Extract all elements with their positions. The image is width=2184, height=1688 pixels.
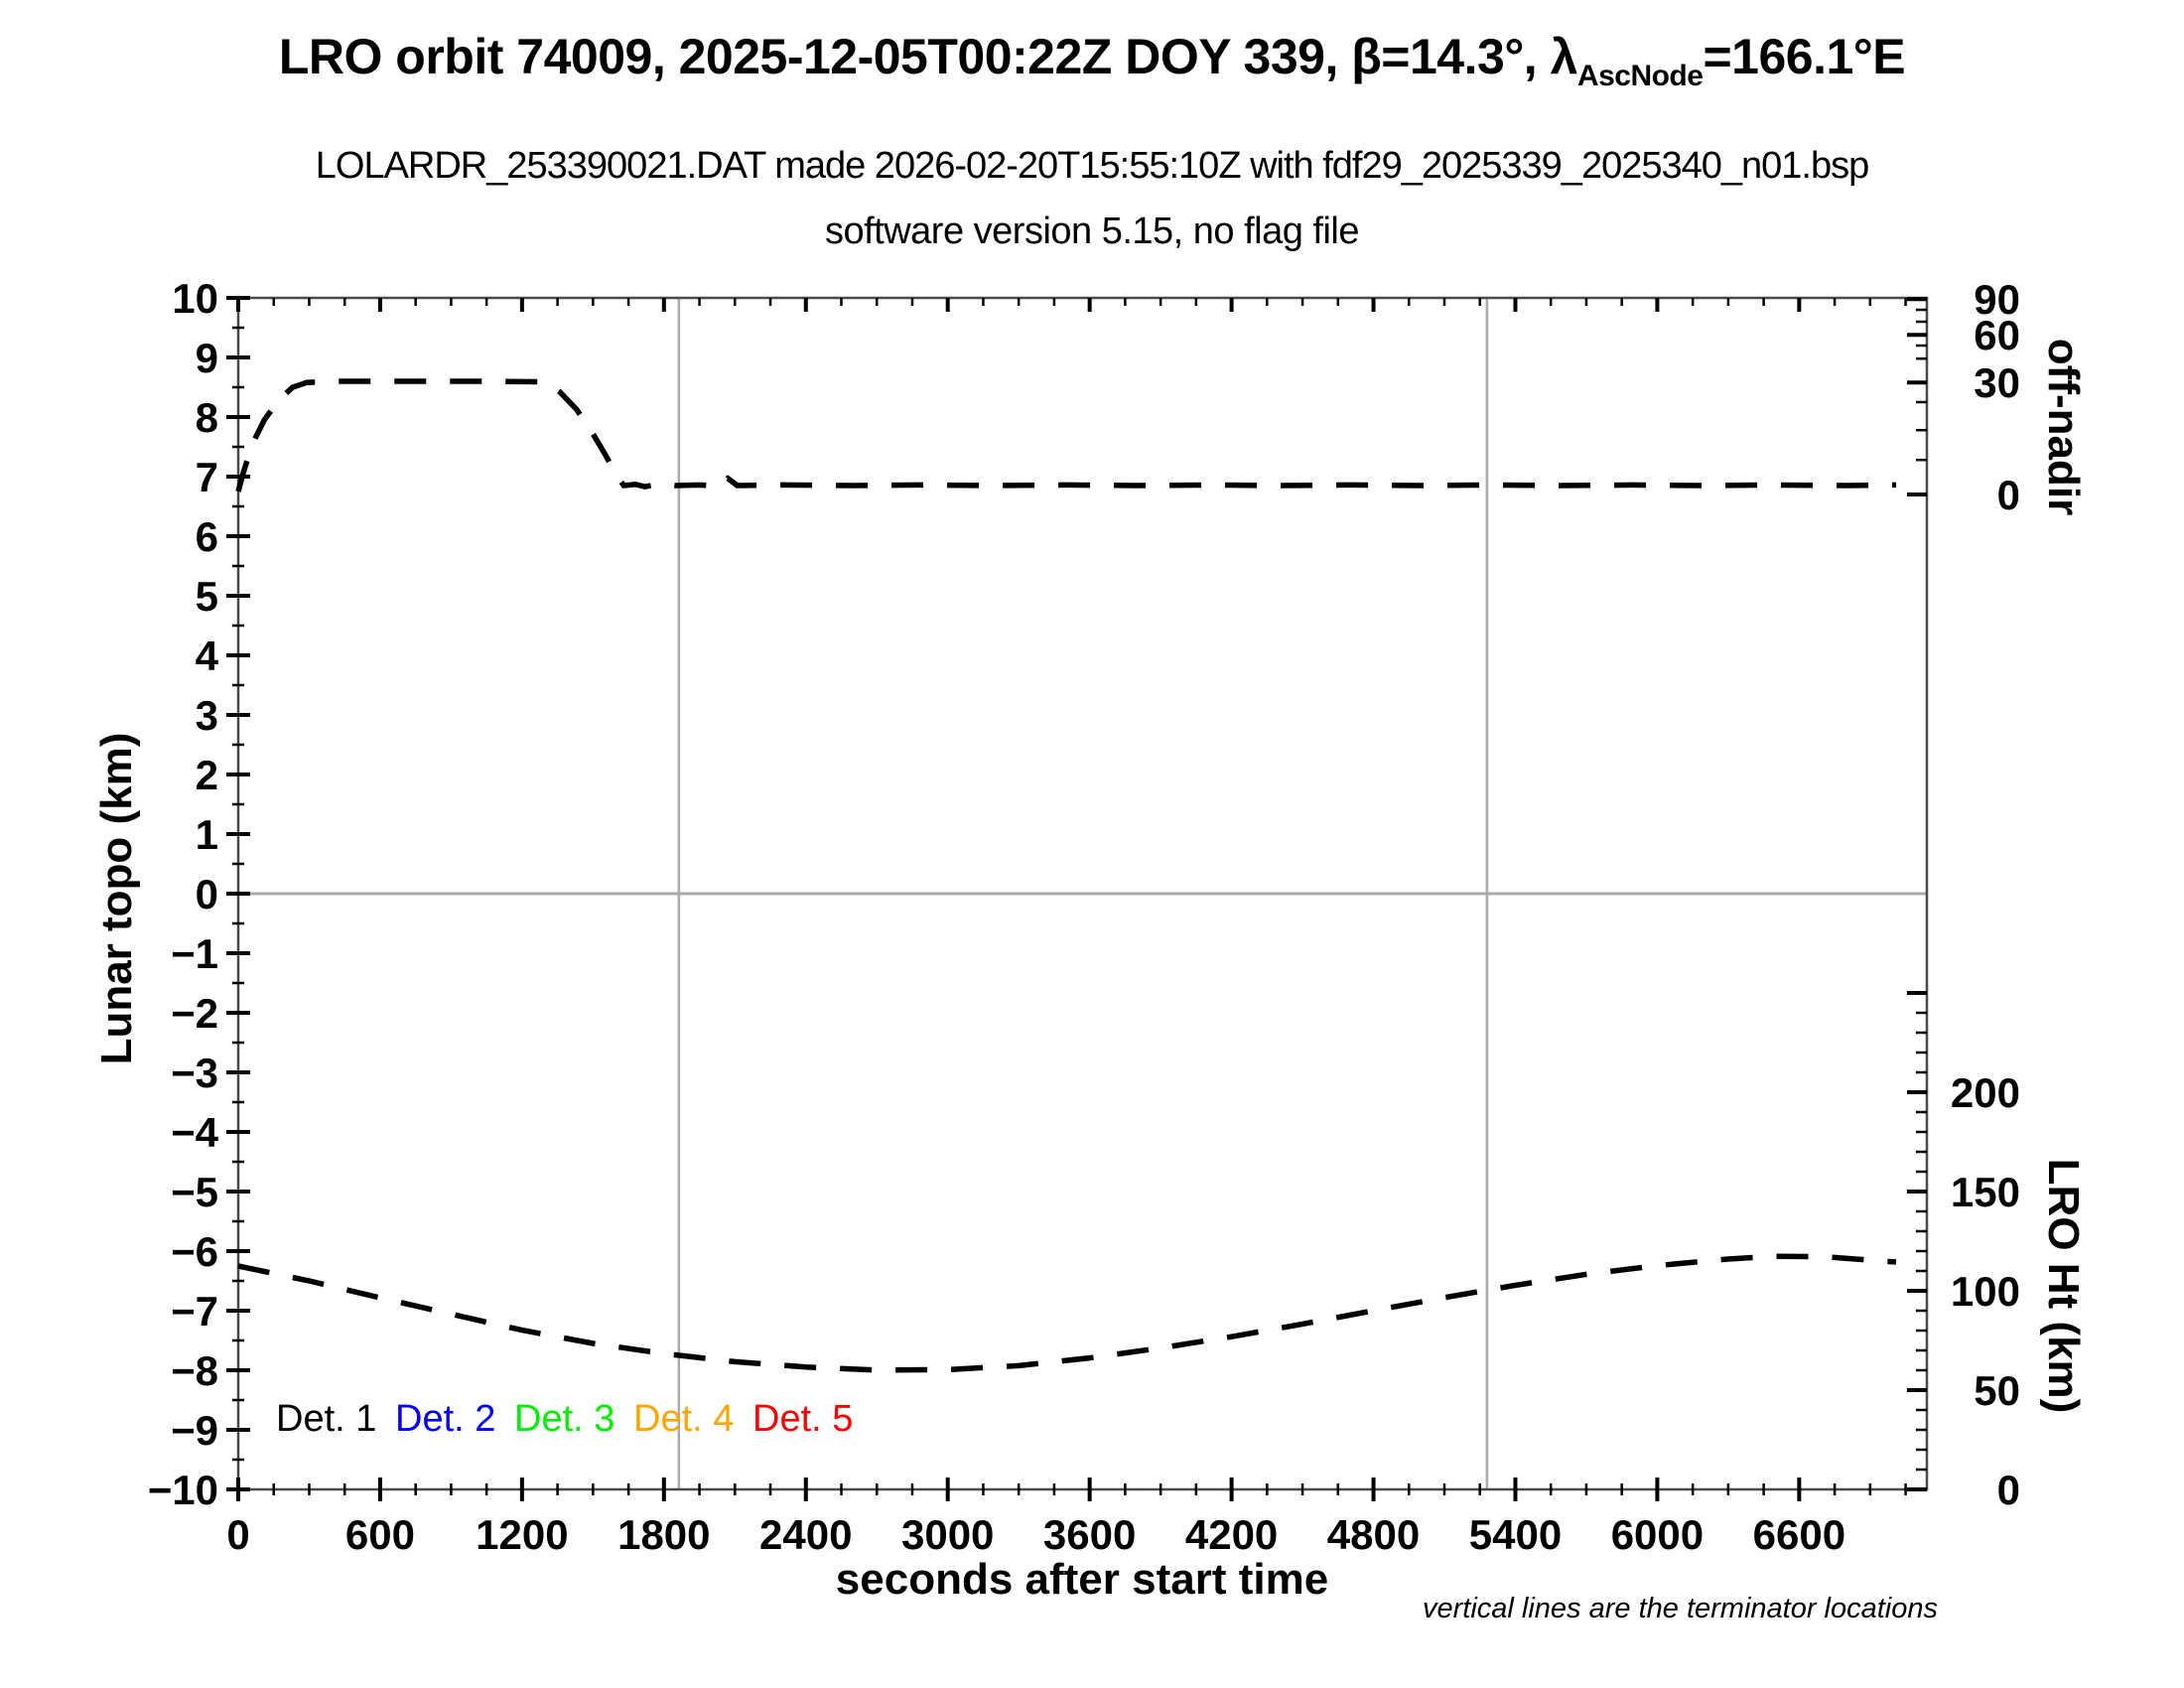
y-left-tick-label: 0: [196, 871, 218, 917]
lro-ht-tick-label: 0: [1997, 1467, 2020, 1513]
x-tick-label: 3000: [901, 1511, 994, 1558]
off-nadir-curve: [235, 378, 1897, 492]
y-left-tick-label: −7: [171, 1288, 218, 1335]
title-lambda-value: =166.1°E: [1703, 29, 1906, 84]
y-left-tick-label: 2: [196, 752, 218, 798]
y-left-tick-label: −3: [171, 1050, 218, 1096]
y-left-tick-label: −6: [171, 1228, 218, 1275]
x-tick-label: 6600: [1753, 1511, 1845, 1558]
y-left-tick-label: −1: [171, 930, 218, 977]
detector-legend: Det. 1 Det. 2 Det. 3 Det. 4 Det. 5: [0, 1398, 2184, 1446]
x-tick-label: 5400: [1469, 1511, 1562, 1558]
legend-item-det-2: Det. 2: [395, 1398, 496, 1440]
title-lambda-subscript: AscNode: [1576, 60, 1704, 92]
x-tick-label: 0: [226, 1511, 249, 1558]
y-left-tick-label: −8: [171, 1347, 218, 1394]
y-left-tick-label: −2: [171, 990, 218, 1037]
x-axis-title: seconds after start time: [835, 1555, 1329, 1604]
off-nadir-tick-label: 90: [1974, 276, 2020, 323]
title-beta: β=14.3°,: [1351, 29, 1551, 84]
title-lambda-symbol: λ: [1550, 29, 1578, 84]
y-left-tick-label: 10: [172, 275, 218, 322]
y-left-tick-label: 4: [196, 633, 219, 679]
off-nadir-tick-label: 30: [1974, 359, 2020, 406]
legend-item-det-4: Det. 4: [633, 1398, 735, 1440]
page-title: LRO orbit 74009, 2025-12-05T00:22Z DOY 3…: [0, 28, 2184, 93]
legend-item-det-1: Det. 1: [276, 1398, 377, 1440]
y-left-tick-label: −4: [171, 1109, 219, 1156]
y-axis-title-lro-height: LRO Ht (km): [2039, 1158, 2088, 1414]
subtitle-software-version: software version 5.15, no flag file: [824, 211, 1360, 252]
y-left-tick-label: 1: [196, 811, 218, 858]
y-axis-title-lunar-topo: Lunar topo (km): [92, 732, 141, 1065]
y-left-tick-label: −10: [148, 1467, 218, 1513]
title-text: LRO orbit 74009, 2025-12-05T00:22Z DOY 3…: [278, 29, 1352, 84]
x-tick-label: 4200: [1185, 1511, 1278, 1558]
x-tick-label: 600: [345, 1511, 415, 1558]
y-left-tick-label: 5: [196, 573, 218, 620]
x-tick-label: 3600: [1043, 1511, 1136, 1558]
y-left-tick-label: 8: [196, 394, 218, 441]
lro-ht-tick-label: 100: [1951, 1268, 2020, 1315]
terminator-footnote: vertical lines are the terminator locati…: [1422, 1593, 1938, 1624]
legend-item-det-5: Det. 5: [752, 1398, 854, 1440]
subtitle-data-file: LOLARDR_253390021.DAT made 2026-02-20T15…: [315, 145, 1870, 187]
y-left-tick-label: 3: [196, 692, 218, 739]
x-tick-label: 4800: [1327, 1511, 1420, 1558]
lro-ht-tick-label: 150: [1951, 1169, 2020, 1215]
off-nadir-tick-label: 60: [1974, 312, 2020, 358]
x-tick-label: 1200: [476, 1511, 568, 1558]
x-tick-label: 1800: [617, 1511, 710, 1558]
x-tick-label: 2400: [759, 1511, 852, 1558]
y-left-tick-label: −5: [171, 1169, 218, 1215]
y-axis-title-off-nadir: off-nadir: [2039, 338, 2088, 516]
x-tick-label: 6000: [1611, 1511, 1704, 1558]
y-left-tick-label: 6: [196, 513, 218, 560]
y-left-tick-label: 9: [196, 335, 218, 381]
y-left-tick-label: 7: [196, 454, 218, 500]
y-left-tick-label: −9: [171, 1407, 218, 1454]
legend-item-det-3: Det. 3: [514, 1398, 615, 1440]
lro-height-curve: [237, 1253, 1897, 1373]
lro-ht-tick-label: 200: [1951, 1069, 2020, 1116]
lro-ht-tick-label: 50: [1974, 1367, 2020, 1414]
off-nadir-tick-label: 0: [1997, 472, 2020, 518]
